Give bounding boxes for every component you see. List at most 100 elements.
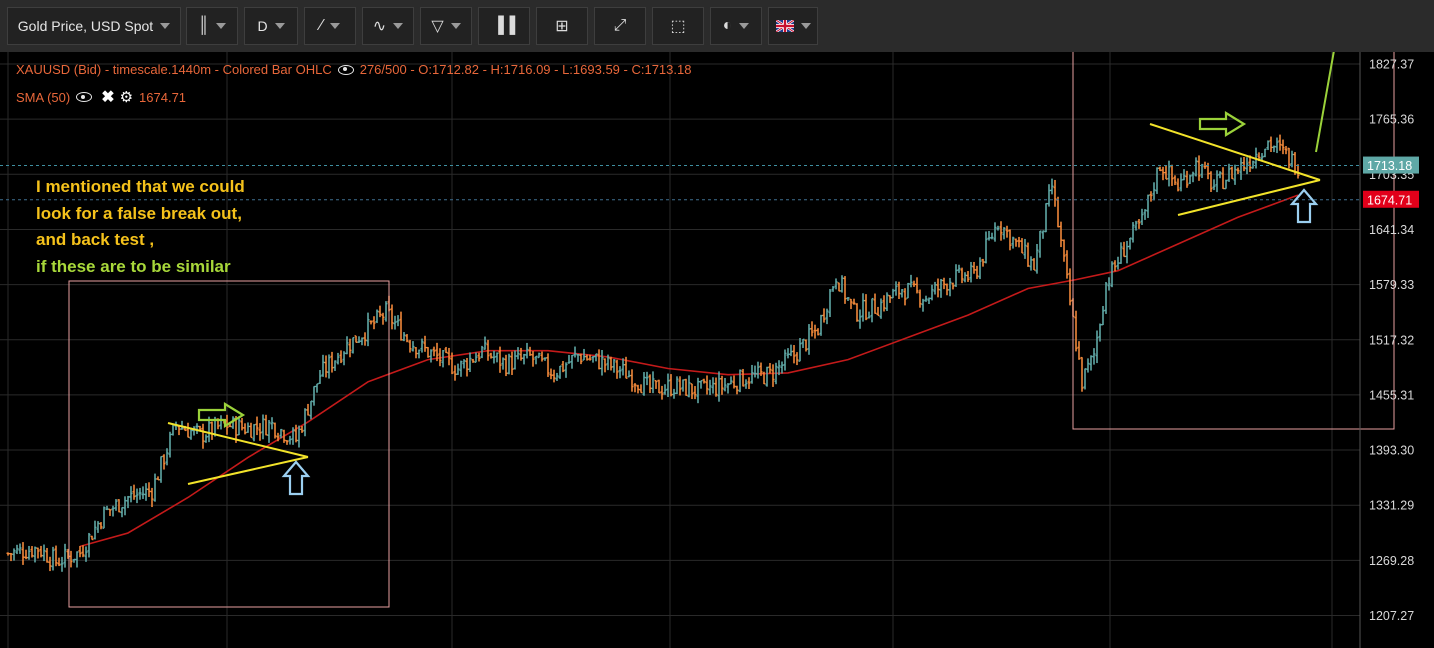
volume-button[interactable]: ▐▐ <box>478 7 530 45</box>
symbol-label: Gold Price, USD Spot <box>17 18 154 34</box>
ohlc-bar <box>117 499 121 513</box>
chart-background <box>0 52 1434 648</box>
ohlc-bar <box>663 384 667 395</box>
ohlc-bar <box>1179 173 1183 192</box>
ohlc-bar <box>621 358 625 376</box>
bar-style-icon: ║ <box>197 17 210 34</box>
ohlc-bar <box>1050 178 1054 195</box>
symbol-dropdown[interactable]: Gold Price, USD Spot <box>7 7 181 45</box>
fit-button[interactable]: ⬚ <box>652 7 704 45</box>
ohlc-bar <box>33 546 37 563</box>
ohlc-bar <box>471 358 475 363</box>
ohlc-bar <box>363 332 367 346</box>
ohlc-bar <box>648 374 652 393</box>
period-dropdown[interactable]: D <box>244 7 298 45</box>
ohlc-bar <box>495 352 499 363</box>
ohlc-bar <box>741 368 745 387</box>
ohlc-bar <box>135 488 139 504</box>
ohlc-bar <box>672 388 676 399</box>
ohlc-bar <box>624 356 628 379</box>
ohlc-bar <box>864 294 868 321</box>
ohlc-bar <box>960 267 964 284</box>
sma-price-tag-text: 1674.71 <box>1367 193 1412 207</box>
ohlc-bar <box>1212 179 1216 191</box>
ohlc-bar <box>132 484 136 500</box>
ohlc-bar <box>1122 241 1126 258</box>
ohlc-bar <box>696 377 700 404</box>
ohlc-bar <box>708 379 712 396</box>
ohlc-bar <box>1005 225 1009 238</box>
ohlc-bar <box>1269 136 1273 153</box>
bar-style-button[interactable]: ║ <box>186 7 238 45</box>
ohlc-bar <box>591 356 595 363</box>
ohlc-bar <box>897 281 901 299</box>
ohlc-bar <box>900 289 904 298</box>
delete-button[interactable]: ▽ <box>420 7 472 45</box>
gear-icon[interactable]: ⚙ <box>119 89 134 106</box>
ohlc-bar <box>486 339 490 361</box>
language-button[interactable] <box>768 7 818 45</box>
ohlc-bar <box>1053 179 1057 207</box>
ohlc-bar <box>612 359 616 373</box>
ohlc-bar <box>141 486 145 499</box>
ohlc-bar <box>405 334 409 343</box>
ohlc-bar <box>576 353 580 362</box>
close-icon[interactable]: ✖ <box>101 89 115 106</box>
ohlc-bar <box>366 312 370 347</box>
eye-icon[interactable] <box>337 64 354 75</box>
ohlc-bar <box>819 314 823 336</box>
ohlc-bar <box>858 309 862 329</box>
ohlc-bar <box>633 383 637 393</box>
ohlc-bar <box>90 535 94 541</box>
ohlc-bar <box>15 544 19 555</box>
ohlc-bar <box>1284 146 1288 155</box>
y-tick-label: 1641.34 <box>1369 223 1414 237</box>
ohlc-bar <box>714 377 718 397</box>
ohlc-bar <box>243 423 247 435</box>
y-tick-label: 1579.33 <box>1369 278 1414 292</box>
crosshair-button[interactable]: ⊞ <box>536 7 588 45</box>
ohlc-bar <box>813 324 817 339</box>
ohlc-bar <box>588 354 592 361</box>
ohlc-bar <box>786 348 790 359</box>
ohlc-bar <box>99 522 103 530</box>
ohlc-bar <box>1092 348 1096 365</box>
ohlc-bar <box>1242 157 1246 172</box>
ohlc-bar <box>513 350 517 370</box>
ohlc-bar <box>57 557 61 567</box>
ohlc-bar <box>561 360 565 373</box>
ohlc-bar <box>309 400 313 420</box>
indicator-button[interactable]: ∿ <box>362 7 414 45</box>
ohlc-bar <box>885 292 889 311</box>
ohlc-bar <box>318 369 322 384</box>
ohlc-bar <box>42 544 46 562</box>
theme-button[interactable]: ◐ <box>710 7 762 45</box>
y-tick-label: 1269.28 <box>1369 554 1414 568</box>
ohlc-bar <box>477 352 481 362</box>
eye-icon[interactable] <box>76 92 93 102</box>
ohlc-bar <box>1158 166 1162 172</box>
y-tick-label: 1765.36 <box>1369 113 1414 127</box>
ohlc-bar <box>792 345 796 364</box>
ohlc-bar <box>369 320 373 325</box>
ohlc-bar <box>507 353 511 375</box>
flag-uk-icon <box>775 20 794 32</box>
ohlc-bar <box>1191 171 1195 183</box>
ohlc-bar <box>1017 236 1021 248</box>
ohlc-bar <box>1086 358 1090 373</box>
ohlc-bar <box>738 369 742 393</box>
ohlc-bar <box>798 337 802 362</box>
y-tick-label: 1517.32 <box>1369 333 1414 347</box>
ohlc-bar <box>282 429 286 443</box>
ohlc-bar <box>681 379 685 392</box>
draw-line-button[interactable]: ∕ <box>304 7 356 45</box>
ohlc-bar <box>258 423 262 441</box>
ohlc-bar <box>492 350 496 364</box>
ohlc-bar <box>447 347 451 366</box>
fullscreen-button[interactable]: ⤢ <box>594 7 646 45</box>
ohlc-bar <box>390 304 394 330</box>
ohlc-bar <box>276 432 280 442</box>
price-chart[interactable]: 1827.371765.361703.351641.341579.331517.… <box>0 52 1434 648</box>
ohlc-bar <box>1248 155 1252 172</box>
ohlc-bar <box>1155 167 1159 194</box>
